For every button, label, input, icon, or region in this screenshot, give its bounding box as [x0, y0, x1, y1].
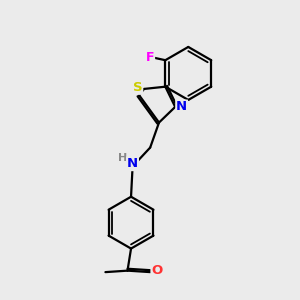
- Text: N: N: [176, 100, 187, 113]
- Text: H: H: [118, 154, 128, 164]
- Text: S: S: [133, 81, 142, 94]
- Text: O: O: [151, 264, 163, 277]
- Text: F: F: [146, 51, 154, 64]
- Text: N: N: [127, 157, 138, 170]
